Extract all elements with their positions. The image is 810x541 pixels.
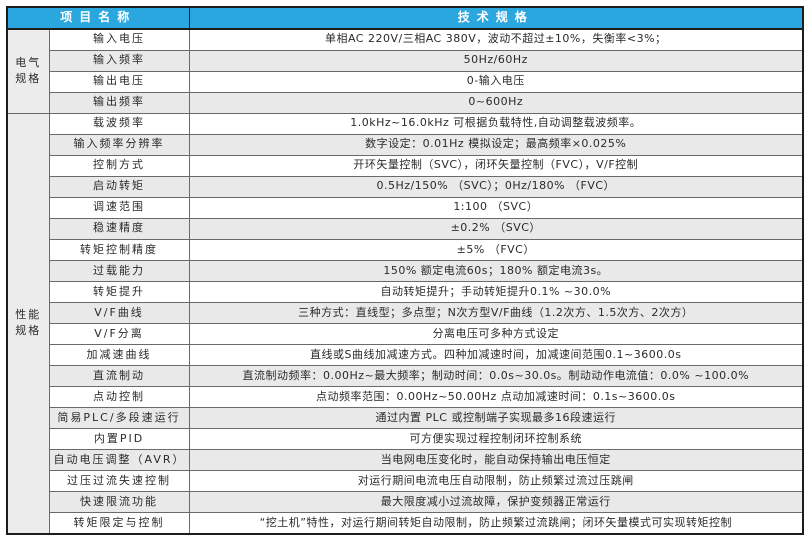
table-row: 转矩控制精度 ±5% （FVC） <box>7 238 804 261</box>
spec-value-cell: 通过内置 PLC 或控制端子实现最多16段速运行 <box>188 407 804 430</box>
spec-value-cell: 数字设定：0.01Hz 模拟设定；最高频率×0.025% <box>188 133 804 156</box>
table-row: 启动转矩 0.5Hz/150% （SVC）；0Hz/180% （FVC） <box>7 175 804 198</box>
table-row: 自动电压调整（AVR） 当电网电压变化时，能自动保持输出电压恒定 <box>7 449 804 472</box>
table-row: V/F分离 分离电压可多种方式设定 <box>7 322 804 345</box>
table-row: 调速范围 1:100 （SVC） <box>7 196 804 219</box>
table-row: 加减速曲线 直线或S曲线加减速方式。四种加减速时间，加减速间范围0.1~3600.… <box>7 343 804 367</box>
header-item-name-cell: 项目名称 <box>6 6 190 30</box>
item-name-cell: 转矩限定与控制 <box>48 512 190 535</box>
table-row: 控制方式 开环矢量控制（SVC），闭环矢量控制（FVC），V/F控制 <box>7 154 804 177</box>
table-row: 快速限流功能 最大限度减小过流故障，保护变频器正常运行 <box>7 491 804 514</box>
spec-value-cell: 当电网电压变化时，能自动保持输出电压恒定 <box>188 449 804 472</box>
spec-value-cell: 50Hz/60Hz <box>188 49 804 72</box>
item-name-cell: 输入电压 <box>48 28 190 51</box>
item-name-cell: 自动电压调整（AVR） <box>48 449 190 472</box>
table-row: 过载能力 150% 额定电流60s；180% 额定电流3s。 <box>7 259 804 282</box>
group-label-cell: 性能 规格 <box>6 112 50 535</box>
item-name-cell: 简易PLC/多段速运行 <box>48 407 190 430</box>
item-name-cell: 输入频率分辨率 <box>48 133 190 156</box>
item-name-cell: 控制方式 <box>48 154 190 177</box>
spec-value-cell: 单相AC 220V/三相AC 380V，波动不超过±10%，失衡率<3%； <box>188 28 804 51</box>
spec-value-cell: ±0.2% （SVC） <box>188 217 804 240</box>
table-row: 电气 规格 输入电压 单相AC 220V/三相AC 380V，波动不超过±10%，失… <box>6 28 804 114</box>
table-row: 稳速精度 ±0.2% （SVC） <box>7 217 804 240</box>
spec-value-cell: 150% 额定电流60s；180% 额定电流3s。 <box>188 259 804 282</box>
table-row: 转矩限定与控制 “挖土机”特性，对运行期间转矩自动限制，防止频繁过流跳闸；闭环矢量… <box>7 512 804 535</box>
item-name-cell: 调速范围 <box>48 196 190 219</box>
header-row: 项目名称 技术规格 <box>6 6 804 30</box>
spec-value-cell: 0-输入电压 <box>188 70 804 93</box>
item-name-cell: 过压过流失速控制 <box>48 470 190 493</box>
item-name-cell: 稳速精度 <box>48 217 190 240</box>
item-name-cell: 启动转矩 <box>48 175 190 198</box>
table-row: 直流制动 直流制动频率：0.00Hz~最大频率；制动时间：0.0s~30.0s。制… <box>7 364 804 388</box>
item-name-cell: 过载能力 <box>48 259 190 282</box>
table-body: 电气 规格 输入电压 单相AC 220V/三相AC 380V，波动不超过±10%，失… <box>6 28 804 535</box>
group-label-cell: 电气 规格 <box>6 28 50 114</box>
spec-value-cell: 1.0kHz~16.0kHz 可根据负载特性,自动调整载波频率。 <box>188 112 804 135</box>
item-name-cell: 输出频率 <box>48 91 190 114</box>
table-row: 内置PID 可方便实现过程控制闭环控制系统 <box>7 428 804 451</box>
table-row: 输入频率分辨率 数字设定：0.01Hz 模拟设定；最高频率×0.025% <box>7 133 804 156</box>
spec-value-cell: 1:100 （SVC） <box>188 196 804 219</box>
item-name-cell: 快速限流功能 <box>48 491 190 514</box>
table-row: 性能 规格 载波频率 1.0kHz~16.0kHz 可根据负载特性,自动调整载波频率… <box>6 112 804 535</box>
spec-value-cell: 对运行期间电流电压自动限制，防止频繁过流过压跳闸 <box>188 470 804 493</box>
spec-value-cell: 点动频率范围：0.00Hz~50.00Hz 点动加减速时间：0.1s~3600.… <box>188 386 804 409</box>
item-name-cell: 载波频率 <box>48 112 190 135</box>
spec-value-cell: 自动转矩提升；手动转矩提升0.1% ~30.0% <box>188 280 804 303</box>
table-row: V/F曲线 三种方式：直线型；多点型；N次方型V/F曲线（1.2次方、1.5次方、… <box>7 301 804 324</box>
spec-value-cell: 直流制动频率：0.00Hz~最大频率；制动时间：0.0s~30.0s。制动动作电… <box>188 364 804 388</box>
item-name-cell: 输出电压 <box>48 70 190 93</box>
item-name-cell: V/F曲线 <box>48 301 190 324</box>
spec-value-cell: 开环矢量控制（SVC），闭环矢量控制（FVC），V/F控制 <box>188 154 804 177</box>
spec-value-cell: 分离电压可多种方式设定 <box>188 322 804 345</box>
table-row: 转矩提升 自动转矩提升；手动转矩提升0.1% ~30.0% <box>7 280 804 303</box>
item-name-cell: 输入频率 <box>48 49 190 72</box>
table-header: 项目名称 技术规格 <box>6 6 804 30</box>
table-row: 过压过流失速控制 对运行期间电流电压自动限制，防止频繁过流过压跳闸 <box>7 470 804 493</box>
spec-value-cell: “挖土机”特性，对运行期间转矩自动限制，防止频繁过流跳闸；闭环矢量模式可实现转矩… <box>188 512 804 535</box>
spec-value-cell: 0~600Hz <box>188 91 804 114</box>
item-name-cell: 内置PID <box>48 428 190 451</box>
table-row: 输出频率 0~600Hz <box>7 91 804 114</box>
spec-value-cell: 可方便实现过程控制闭环控制系统 <box>188 428 804 451</box>
item-name-cell: 直流制动 <box>48 364 190 388</box>
spec-value-cell: 0.5Hz/150% （SVC）；0Hz/180% （FVC） <box>188 175 804 198</box>
item-name-cell: V/F分离 <box>48 322 190 345</box>
spec-table: 项目名称 技术规格 电气 规格 输入电压 单相AC 220V/三相AC 380V，波… <box>6 6 805 535</box>
item-name-cell: 加减速曲线 <box>48 343 190 367</box>
spec-value-cell: 最大限度减小过流故障，保护变频器正常运行 <box>188 491 804 514</box>
item-name-cell: 转矩提升 <box>48 280 190 303</box>
table-row: 点动控制 点动频率范围：0.00Hz~50.00Hz 点动加减速时间：0.1s~3… <box>7 386 804 409</box>
spec-value-cell: 直线或S曲线加减速方式。四种加减速时间，加减速间范围0.1~3600.0s <box>188 343 804 367</box>
spec-value-cell: 三种方式：直线型；多点型；N次方型V/F曲线（1.2次方、1.5次方、2次方） <box>188 301 804 324</box>
item-name-cell: 转矩控制精度 <box>48 238 190 261</box>
header-tech-spec-cell: 技术规格 <box>188 6 804 30</box>
spec-value-cell: ±5% （FVC） <box>188 238 804 261</box>
item-name-cell: 点动控制 <box>48 386 190 409</box>
table-row: 简易PLC/多段速运行 通过内置 PLC 或控制端子实现最多16段速运行 <box>7 407 804 430</box>
table-row: 输入频率 50Hz/60Hz <box>7 49 804 72</box>
table-row: 输出电压 0-输入电压 <box>7 70 804 93</box>
